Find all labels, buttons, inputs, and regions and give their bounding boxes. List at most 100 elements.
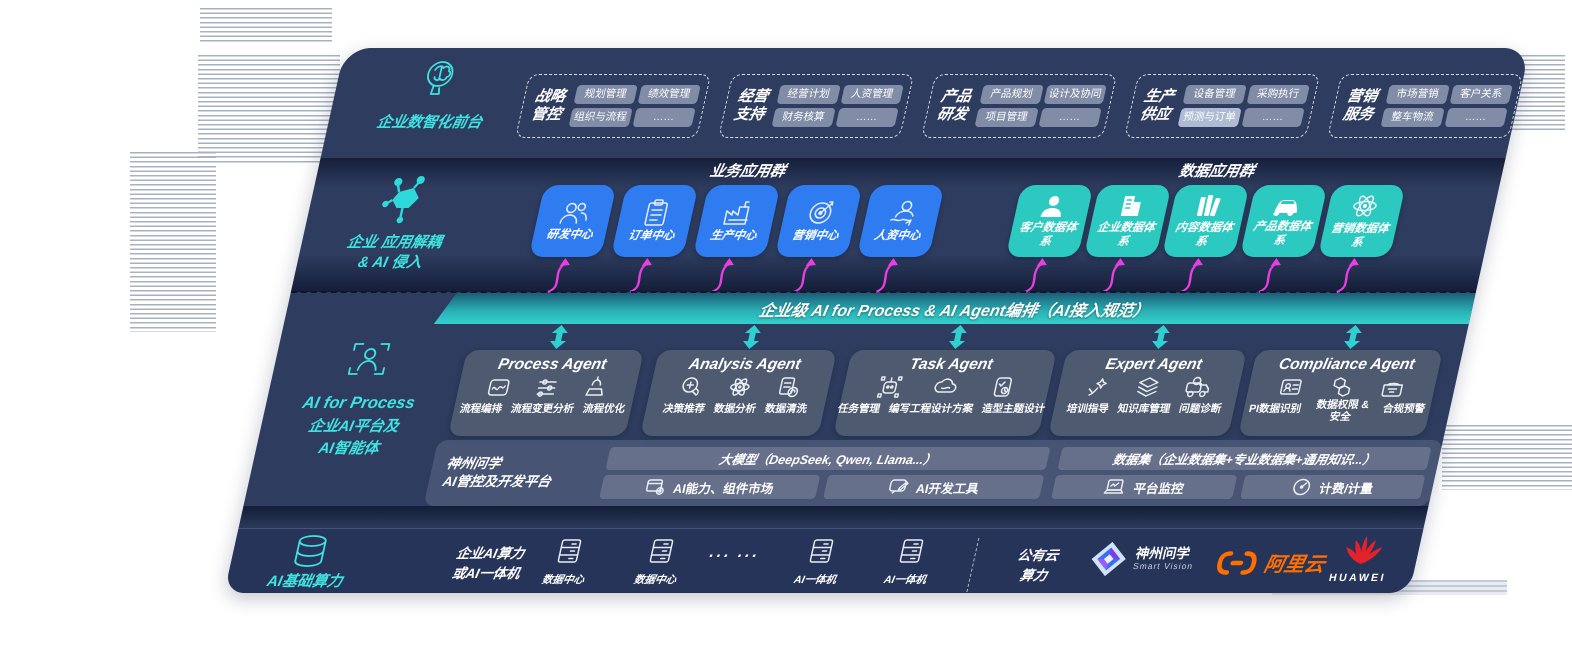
window-gear-icon xyxy=(645,479,664,495)
building-icon xyxy=(1120,196,1141,217)
ai-platform-side: AI for Process 企业AI平台及 AI智能体 xyxy=(258,338,460,461)
front-office-group-production: 生产供应 设备管理 采购执行 预测与订单 …… xyxy=(1124,74,1321,138)
data-apps-header: 数据应用群 xyxy=(1177,163,1257,180)
tile-enterprise-data: 企业数据体系 xyxy=(1083,185,1172,257)
section-ridge xyxy=(238,506,1429,530)
flow-arrow-magenta xyxy=(629,258,652,294)
clipboard-icon xyxy=(644,199,669,226)
group-items: 设备管理 采购执行 预测与订单 …… xyxy=(1177,85,1310,127)
decision-head-icon xyxy=(682,377,700,396)
link-arrow-teal xyxy=(949,325,967,349)
molecule-icon xyxy=(381,176,425,224)
link-arrow-teal xyxy=(1344,325,1362,349)
data-atom-icon xyxy=(730,378,750,396)
agent-title: Task Agent xyxy=(908,356,995,373)
group-items: 产品规划 设计及协同 项目管理 …… xyxy=(974,85,1107,127)
factory-icon xyxy=(723,201,750,225)
agent-item: 任务管理 xyxy=(836,403,882,416)
group-title: 营销服务 xyxy=(1341,88,1380,123)
group-item: 经营计划 xyxy=(776,85,841,104)
flow-arrow-magenta xyxy=(793,258,816,294)
tile-label: 人资中心 xyxy=(873,229,922,242)
car-icon xyxy=(1273,200,1298,217)
ai-platform-label-line2: 企业AI平台及 xyxy=(306,417,401,435)
link-arrow-teal xyxy=(550,325,568,349)
infra-node-aibox-2: AI一体机 xyxy=(872,538,947,587)
tile-label: 企业数据体系 xyxy=(1095,222,1157,248)
dev-platform-name: 神州问学 xyxy=(445,455,503,471)
front-office-group-marketing: 营销服务 市场营销 客户关系 整车物流 …… xyxy=(1327,74,1524,138)
huawei-logo: HUAWEI xyxy=(1308,534,1415,584)
agent-box-expert: Expert Agent 培训指导 知识库管理 问题诊断 xyxy=(1047,350,1248,436)
tile-content-data: 内容数据体系 xyxy=(1161,185,1250,257)
tile-label: 客户数据体系 xyxy=(1017,222,1079,248)
agent-title: Compliance Agent xyxy=(1277,356,1417,373)
business-apps-header: 业务应用群 xyxy=(708,163,788,180)
agent-title: Expert Agent xyxy=(1103,356,1204,373)
group-item: 设计及协同 xyxy=(1043,85,1107,104)
tile-production-center: 生产中心 xyxy=(692,185,781,257)
server-icon xyxy=(899,539,924,563)
atom-icon xyxy=(1353,195,1377,217)
agent-item: 流程变更分析 xyxy=(509,403,576,416)
group-item: …… xyxy=(1240,108,1305,127)
main-panel: 企业数智化前台 战略管控 规划管理 绩效管理 组织与流程 …… 经营支持 经营计… xyxy=(224,48,1531,593)
group-title: 经营支持 xyxy=(732,88,771,123)
knowledge-layers-icon xyxy=(1137,377,1159,397)
chat-tool-icon xyxy=(888,479,909,494)
tile-label: 研发中心 xyxy=(545,228,594,241)
group-item: 设备管理 xyxy=(1182,85,1247,104)
front-office-label: 企业数智化前台 xyxy=(375,114,484,131)
agent-box-compliance: Compliance Agent PI数据识别 数据权限 & 安全 合规预警 xyxy=(1237,350,1444,436)
agent-item: 合规预警 xyxy=(1381,403,1427,416)
shenzhou-diamond-logo xyxy=(1091,541,1126,577)
agent-item: 流程编排 xyxy=(458,403,504,416)
group-item: 采购执行 xyxy=(1246,85,1310,104)
agent-item: 数据清洗 xyxy=(763,403,809,416)
agent-item: 编写工程设计方案 xyxy=(887,403,975,416)
deco-stripes-top-left xyxy=(200,8,332,42)
front-office-group-strategy: 战略管控 规划管理 绩效管理 组织与流程 …… xyxy=(515,74,712,138)
flow-sliders-icon xyxy=(536,379,558,397)
infra-node-label: 数据中心 xyxy=(540,574,586,586)
group-items: 经营计划 人资管理 财务核算 …… xyxy=(771,85,904,127)
model-bar: 大模型（DeepSeek, Qwen, Llama...） xyxy=(605,447,1051,470)
infra-node-datacenter-2: 数据中心 xyxy=(622,538,697,587)
access-boundary-dashed-line xyxy=(290,291,1477,293)
flow-arrow-magenta xyxy=(1180,258,1203,294)
agent-item: PI数据识别 xyxy=(1247,403,1303,416)
brain-head-icon xyxy=(427,61,454,95)
tile-hr-center: 人资中心 xyxy=(856,185,945,257)
group-item: 客户关系 xyxy=(1449,85,1513,104)
ai-platform-label-line3: AI智能体 xyxy=(316,440,381,458)
agent-title: Process Agent xyxy=(496,356,609,373)
target-icon xyxy=(809,201,834,224)
link-arrow-teal xyxy=(743,325,761,349)
dev-platform-desc: AI管控及开发平台 xyxy=(441,474,553,489)
shenzhou-logo: 神州问学 Smart Vision xyxy=(1086,540,1199,578)
infra-label: AI基础算力 xyxy=(265,573,345,590)
alibaba-cloud-logo: 阿里云 xyxy=(1213,548,1328,577)
flow-arrow-magenta xyxy=(711,258,734,294)
group-title: 生产供应 xyxy=(1138,88,1177,123)
group-title: 产品研发 xyxy=(935,88,974,123)
tile-rd-center: 研发中心 xyxy=(528,185,617,257)
workflow-icon xyxy=(487,379,510,396)
group-item: 整车物流 xyxy=(1380,108,1445,127)
monitor-bar: 平台监控 xyxy=(1051,475,1237,499)
training-icon xyxy=(1088,378,1108,396)
deco-stripes-left-mid xyxy=(130,152,216,332)
agent-item: 数据权限 & 安全 xyxy=(1315,399,1371,424)
group-item: 组织与流程 xyxy=(568,108,633,127)
shenzhou-name: 神州问学 xyxy=(1134,545,1192,561)
agent-item: 数据分析 xyxy=(712,403,758,416)
agent-item: 决策推荐 xyxy=(661,403,707,416)
tile-customer-data: 客户数据体系 xyxy=(1005,185,1094,257)
tile-label: 产品数据体系 xyxy=(1252,221,1313,247)
devtools-bar: AI开发工具 xyxy=(823,475,1045,499)
robot-icon xyxy=(876,376,903,398)
cloud-design-icon xyxy=(934,378,957,393)
flow-arrow-magenta xyxy=(1336,258,1359,294)
agent-item: 培训指导 xyxy=(1065,403,1111,416)
flow-arrow-magenta xyxy=(875,258,898,294)
